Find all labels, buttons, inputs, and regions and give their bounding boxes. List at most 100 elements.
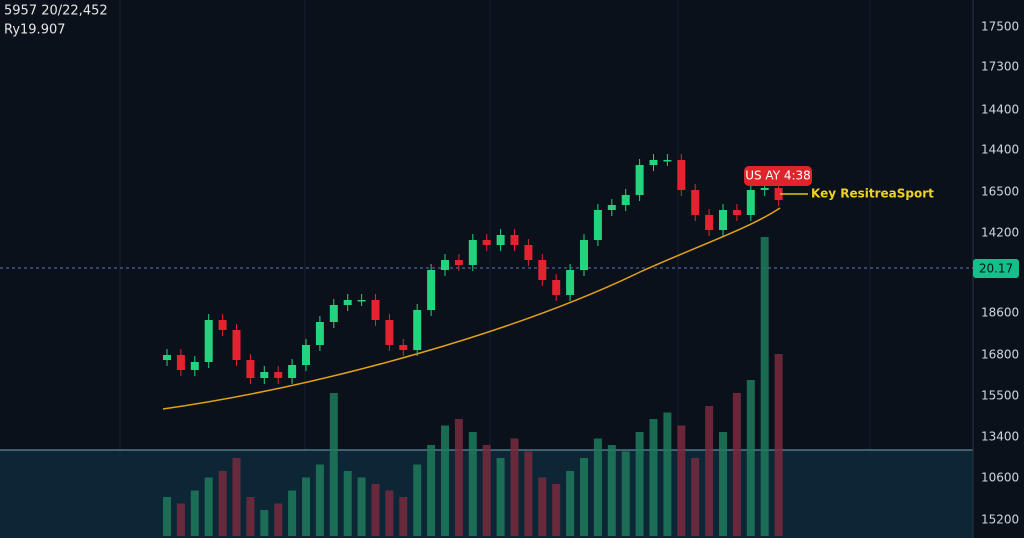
volume-bar — [218, 471, 227, 536]
volume-bar — [385, 490, 394, 536]
header-line: Ry19.907 — [4, 23, 66, 38]
candle-body — [538, 260, 547, 280]
volume-bar — [399, 497, 408, 536]
y-axis-label: 15200 — [981, 513, 1019, 527]
annotation-box — [744, 166, 812, 186]
candle-body — [190, 362, 199, 370]
candle-body — [329, 305, 338, 322]
y-axis-label: 17500 — [981, 20, 1019, 34]
candle-body — [357, 300, 366, 302]
candle-body — [441, 260, 449, 270]
volume-group — [163, 237, 783, 536]
volume-bar — [260, 510, 269, 536]
volume-bar — [677, 425, 686, 536]
volume-bar — [593, 438, 602, 536]
y-axis-label: 17300 — [981, 60, 1019, 74]
price-tag: 20.17 — [979, 262, 1013, 276]
candle-body — [566, 270, 575, 295]
candle-body — [288, 365, 297, 378]
candle-body — [302, 345, 310, 365]
callout: Key ResitreaSport — [811, 187, 934, 201]
volume-bar — [427, 445, 436, 536]
candle-body — [468, 240, 477, 265]
volume-bar — [246, 497, 255, 536]
y-axis: 17500 17300 14400 14400 16500 14200 18600 16800… — [981, 20, 1019, 527]
candle-body — [774, 188, 783, 200]
candle-body — [691, 190, 700, 215]
candle-body — [454, 260, 463, 265]
y-axis-label: 14400 — [981, 143, 1019, 157]
candle-body — [719, 210, 727, 230]
volume-bar — [760, 237, 769, 536]
header-line: 5957 20/22,452 — [4, 4, 108, 19]
volume-bar — [454, 419, 463, 536]
price-tag-box — [973, 259, 1019, 278]
y-axis-label: 18600 — [981, 306, 1019, 320]
candle-body — [163, 355, 171, 360]
y-axis-label: 15500 — [981, 389, 1019, 403]
volume-bar — [607, 445, 616, 536]
candle-body — [315, 322, 324, 345]
candle-body — [218, 320, 227, 330]
candle-body — [510, 235, 519, 245]
volume-bar — [510, 438, 519, 536]
candle-body — [663, 160, 672, 162]
volume-bar — [719, 432, 727, 536]
volume-bar — [190, 490, 199, 536]
candle-body — [580, 240, 588, 270]
volume-bar — [621, 451, 630, 536]
volume-bar — [343, 471, 352, 536]
volume-bar — [524, 451, 533, 536]
candle-body — [274, 372, 283, 378]
y-axis-label: 10600 — [981, 471, 1019, 485]
volume-bar — [288, 490, 297, 536]
candle-body — [649, 160, 658, 165]
candle-body — [621, 195, 630, 205]
y-axis-label: 16500 — [981, 185, 1019, 199]
volume-bar — [468, 432, 477, 536]
candle-body — [246, 360, 255, 378]
volume-bar — [635, 432, 644, 536]
candle-body — [732, 210, 741, 215]
volume-bar — [580, 458, 588, 536]
candle-body — [232, 330, 241, 360]
volume-bar — [705, 406, 714, 536]
volume-bar — [329, 393, 338, 536]
candle-body — [399, 345, 408, 350]
candle-body — [413, 310, 422, 350]
volume-bar — [774, 354, 783, 536]
candle-body — [176, 355, 185, 370]
candle-body — [204, 320, 213, 362]
candle-body — [593, 210, 602, 240]
volume-bar — [176, 503, 185, 536]
volume-bar — [357, 477, 366, 536]
volume-bar — [691, 458, 700, 536]
volume-bar — [496, 458, 505, 536]
volume-bar — [413, 464, 422, 536]
annotation: US AY 4:38 — [745, 169, 811, 183]
volume-bar — [204, 477, 213, 536]
volume-bar — [163, 497, 171, 536]
volume-bar — [274, 503, 283, 536]
candle-body — [677, 160, 686, 190]
volume-bar — [371, 484, 380, 536]
y-axis-label: 13400 — [981, 430, 1019, 444]
candle-body — [524, 245, 533, 260]
candle-body — [705, 215, 714, 230]
volume-bar — [315, 464, 324, 536]
volume-bar — [663, 412, 672, 536]
candle-body — [635, 165, 644, 195]
candle-body — [343, 300, 352, 305]
y-axis-label: 14200 — [981, 226, 1019, 240]
volume-bar — [552, 484, 561, 536]
volume-bar — [649, 419, 658, 536]
candle-body — [371, 300, 380, 320]
y-axis-label: 16800 — [981, 348, 1019, 362]
candle-body — [260, 372, 269, 378]
candle-group — [163, 154, 783, 384]
volume-bar — [441, 425, 449, 536]
volume-bar — [746, 380, 755, 536]
volume-bar — [482, 445, 491, 536]
y-axis-label: 14400 — [981, 103, 1019, 117]
